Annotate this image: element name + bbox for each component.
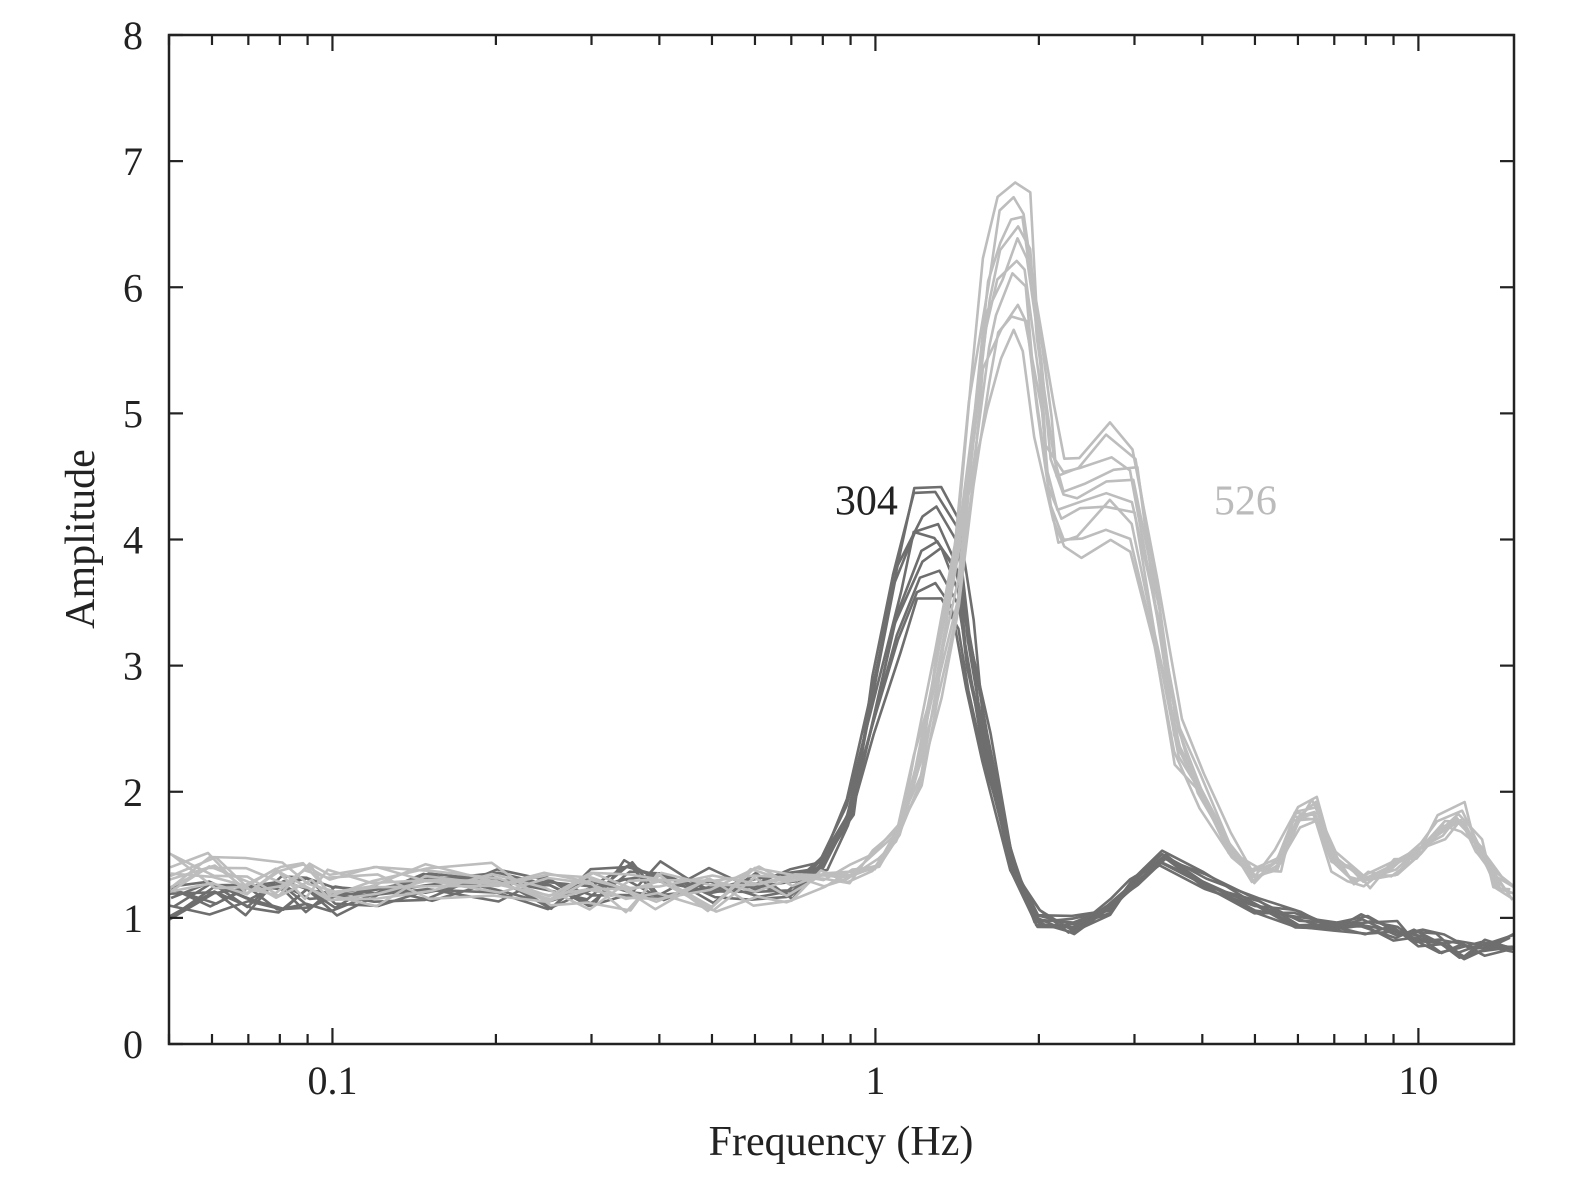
series-label-526: 526 (1214, 478, 1277, 524)
curve-526-3 (169, 303, 1511, 903)
curve-304-2 (168, 581, 1515, 959)
curve-526-7 (170, 225, 1514, 911)
x-tick-label: 1 (865, 1058, 885, 1103)
y-tick-label: 8 (123, 13, 143, 58)
series-label-304: 304 (835, 478, 898, 524)
labels-layer: 0 1 2 3 4 5 6 7 8 0.1 1 10 (123, 13, 1438, 1103)
x-tick-label: 0.1 (307, 1058, 357, 1103)
x-axis-label: Frequency (Hz) (709, 1119, 974, 1165)
y-tick-label: 6 (123, 265, 143, 310)
x-tick-label: 10 (1398, 1058, 1438, 1103)
curve-526-8 (169, 215, 1514, 911)
ticks-layer (167, 33, 1514, 1046)
y-tick-label: 0 (123, 1022, 143, 1067)
curve-526-6 (168, 237, 1510, 913)
curve-526-10 (168, 181, 1514, 914)
y-tick-label: 7 (123, 139, 143, 184)
curve-526-9 (168, 195, 1511, 903)
y-tick-label: 3 (123, 644, 143, 689)
y-tick-label: 2 (123, 770, 143, 815)
y-axis-label: Amplitude (58, 449, 104, 629)
y-tick-label: 4 (123, 518, 143, 563)
y-tick-label: 5 (123, 391, 143, 436)
curves-layer (168, 181, 1515, 961)
y-tick-label: 1 (123, 896, 143, 941)
